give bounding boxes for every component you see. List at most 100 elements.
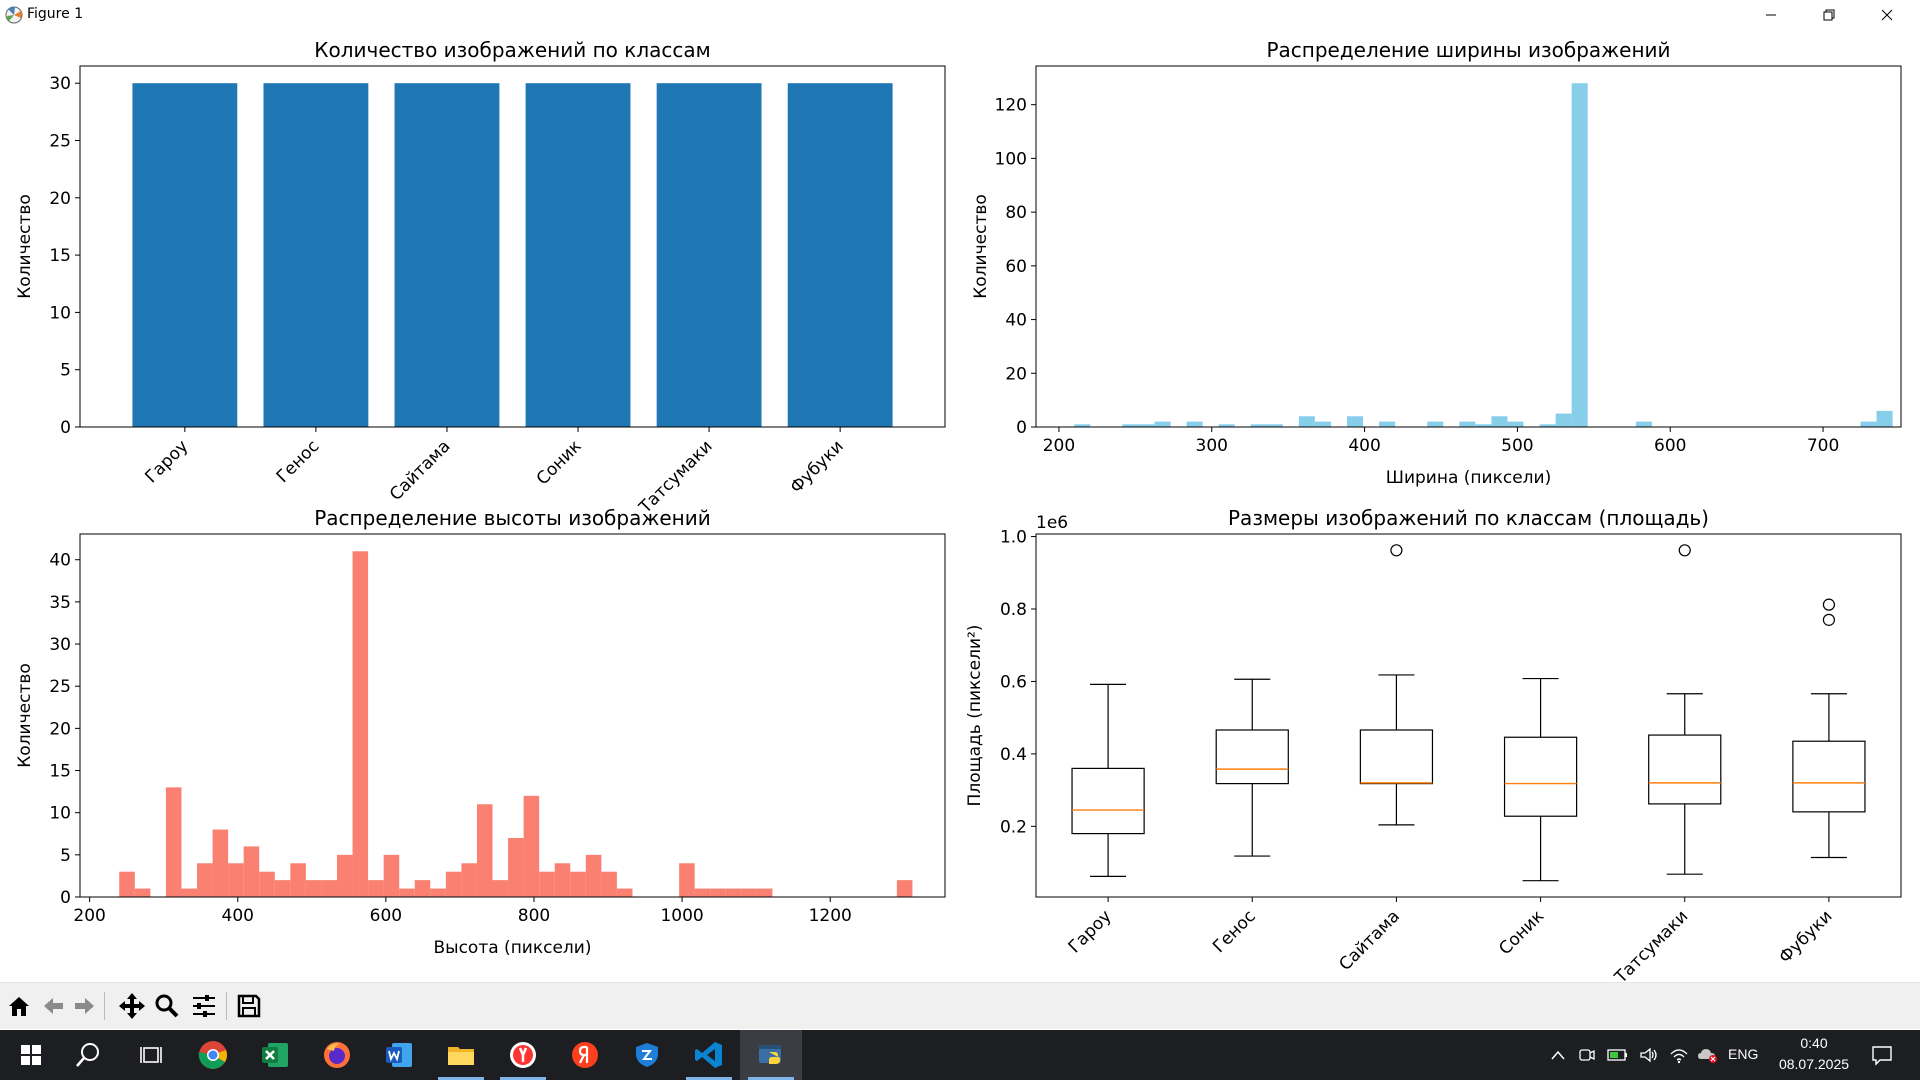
x-tick-label: 200	[73, 906, 105, 926]
histogram-bar	[1635, 421, 1652, 427]
tray-battery[interactable]	[1604, 1030, 1632, 1080]
toolbar-separator	[226, 992, 227, 1020]
close-icon	[1881, 9, 1893, 21]
x-tick-label: Фубуки	[786, 436, 847, 497]
minimize-icon	[1766, 14, 1776, 16]
clock-time[interactable]: 0:40	[1800, 1035, 1828, 1051]
boxplot-5	[1648, 544, 1722, 875]
task-view-icon	[140, 1047, 162, 1063]
histogram-bar	[1491, 416, 1508, 427]
tray-meet-now[interactable]	[1575, 1030, 1599, 1080]
axes-frame-2	[79, 533, 946, 898]
y-tick-label: 30	[49, 635, 71, 655]
y-tick-label: 0.8	[1000, 600, 1027, 620]
bar	[525, 83, 631, 427]
y-tick-label: 10	[49, 303, 71, 323]
taskbar-app-yandex[interactable]	[554, 1030, 616, 1080]
histogram-bar	[1186, 421, 1203, 427]
x-tick-label: 600	[370, 906, 402, 926]
network-icon	[1670, 1049, 1688, 1064]
save-icon	[237, 994, 261, 1018]
y-tick-label: 15	[49, 246, 71, 266]
histogram-bar	[896, 880, 913, 897]
firefox-icon	[324, 1042, 350, 1068]
histogram-bar	[1539, 424, 1556, 427]
tray-volume[interactable]	[1636, 1030, 1662, 1080]
minimize-button[interactable]	[1742, 0, 1800, 30]
bar	[656, 83, 762, 427]
taskbar-app-firefox[interactable]	[306, 1030, 368, 1080]
toolbar-separator	[104, 992, 105, 1020]
x-tick-label: Гароу	[141, 436, 192, 487]
histogram-bar	[1507, 421, 1524, 427]
bar	[787, 83, 893, 427]
y-tick-label: 0.6	[1000, 672, 1027, 692]
histogram-bar	[1250, 424, 1267, 427]
tray-network[interactable]	[1666, 1030, 1692, 1080]
taskbar-app-excel[interactable]	[244, 1030, 306, 1080]
x-tick-label: 1000	[660, 906, 703, 926]
notification-button[interactable]	[1862, 1030, 1902, 1080]
x-tick-label: 600	[1654, 436, 1686, 456]
histogram-bar	[570, 871, 586, 897]
x-tick-label: Соник	[533, 436, 586, 489]
save-button[interactable]	[234, 991, 264, 1021]
maximize-button[interactable]	[1800, 0, 1858, 30]
figure-canvas[interactable]: 0 5 10 15 20 25 30 Гароу Генос Сайтама Соник Татсум…	[0, 30, 1920, 982]
restore-icon	[1823, 9, 1835, 21]
language-indicator[interactable]: ENG	[1728, 1046, 1759, 1062]
y-tick-label: 0	[1016, 418, 1027, 438]
navigation-toolbar	[0, 982, 1920, 1029]
histogram-bar	[1347, 416, 1364, 427]
running-indicator	[500, 1077, 546, 1080]
taskbar-app-vscode[interactable]	[678, 1030, 740, 1080]
task-view-button[interactable]	[120, 1030, 182, 1080]
y-tick-label: 35	[49, 593, 71, 613]
taskbar-app-file-explorer[interactable]	[430, 1030, 492, 1080]
start-button[interactable]	[0, 1030, 62, 1080]
taskbar-app-vpn[interactable]	[616, 1030, 678, 1080]
pan-button[interactable]	[117, 991, 147, 1021]
forward-icon	[75, 998, 94, 1014]
windows-start-icon	[21, 1045, 41, 1065]
zoom-button[interactable]	[152, 991, 182, 1021]
y-tick-label: 120	[995, 96, 1027, 116]
y-tick-label: 15	[49, 762, 71, 782]
histogram-bar	[616, 888, 633, 897]
show-hidden-icons-button[interactable]	[1546, 1030, 1570, 1080]
search-button[interactable]	[58, 1030, 120, 1080]
python-icon	[759, 1045, 781, 1064]
forward-button[interactable]	[70, 991, 100, 1021]
histogram-bar	[243, 846, 260, 897]
excel-icon	[262, 1043, 288, 1067]
back-button[interactable]	[38, 991, 68, 1021]
y-tick-label: 5	[60, 846, 71, 866]
x-tick-label: 700	[1807, 436, 1839, 456]
windows-taskbar: ENG 0:40 08.07.2025	[0, 1030, 1920, 1080]
taskbar-app-python[interactable]	[740, 1030, 802, 1080]
box	[1648, 734, 1722, 805]
home-button[interactable]	[4, 991, 34, 1021]
configure-subplots-button[interactable]	[189, 991, 219, 1021]
box	[1792, 740, 1866, 813]
histogram-bar	[445, 871, 462, 897]
outlier-point	[1390, 544, 1403, 557]
x-tick-label: 400	[222, 906, 254, 926]
boxplot-1	[1071, 683, 1145, 877]
y-tick-label: 100	[995, 149, 1027, 169]
histogram-bar	[539, 871, 555, 897]
histogram-bar	[694, 888, 711, 897]
histogram-bar	[710, 888, 726, 897]
tray-onedrive[interactable]	[1694, 1030, 1722, 1080]
box	[1359, 729, 1434, 785]
pan-icon	[119, 993, 145, 1019]
taskbar-app-word[interactable]	[368, 1030, 430, 1080]
taskbar-app-yandex-browser[interactable]	[492, 1030, 554, 1080]
x-tick-label: 800	[518, 906, 550, 926]
close-button[interactable]	[1858, 0, 1916, 30]
clock-date[interactable]: 08.07.2025	[1778, 1056, 1850, 1072]
notification-icon	[1872, 1046, 1892, 1066]
taskbar-app-chrome[interactable]	[182, 1030, 244, 1080]
yandex-icon	[572, 1042, 598, 1068]
figure-svg: 0 5 10 15 20 25 30 Гароу Генос Сайтама Соник Татсум…	[15, 38, 1902, 982]
